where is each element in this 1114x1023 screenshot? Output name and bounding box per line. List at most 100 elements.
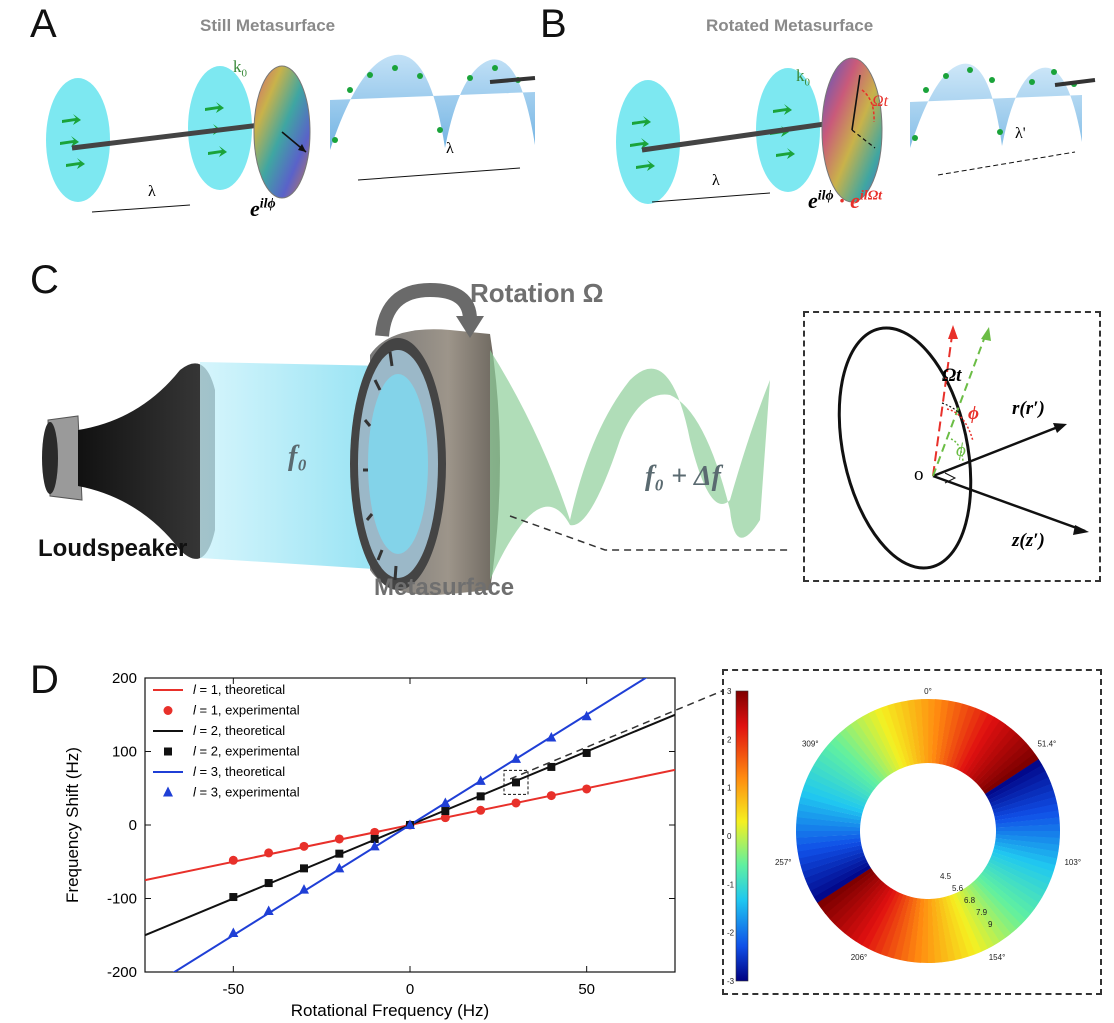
- lambda-arrow-left: [91, 204, 191, 213]
- rotation-label: Rotation Ω: [470, 278, 604, 308]
- frequency-shift-chart: -200 -100 0 100 200 -50 0 50 Rotational Frequenc…: [63, 670, 676, 1020]
- phase-ring-segment: [995, 831, 1060, 839]
- phase-ring-segment: [938, 897, 956, 962]
- phase-ring-segment: [880, 894, 907, 957]
- phase-ring-segment: [952, 707, 983, 769]
- phase-ring-segment: [962, 716, 1001, 775]
- y-axis-label: Frequency Shift (Hz): [63, 747, 82, 903]
- phase-ring-segment: [800, 848, 864, 872]
- phase-ring-segment: [984, 865, 1043, 904]
- panel-letter-c: C: [30, 258, 59, 302]
- phase-ring-segment: [994, 803, 1059, 821]
- x-tick-label: 0: [406, 981, 414, 998]
- phase-ring-segment: [855, 887, 894, 946]
- phase-ring-segment: [856, 716, 895, 774]
- data-point-l2: [264, 879, 273, 888]
- phase-expression-b: eilϕ · eilΩt: [808, 188, 883, 213]
- phase-ring-segment: [862, 713, 898, 773]
- data-point-l3: [440, 797, 451, 807]
- legend-label: l = 3, experimental: [193, 785, 300, 800]
- phase-ring-segment: [993, 845, 1058, 866]
- phase-ring-segment: [887, 703, 911, 767]
- panel-c-illustration: [42, 282, 790, 595]
- data-point-l2: [300, 864, 308, 873]
- panel-b-title: Rotated Metasurface: [706, 16, 874, 35]
- inset-omega-t: Ωt: [942, 365, 962, 386]
- phase-ring-segment: [980, 747, 1035, 792]
- data-point-l2: [370, 834, 379, 843]
- angle-label: 257°: [775, 858, 792, 867]
- lambda-label-a-right: λ: [446, 140, 454, 157]
- phase-ring-segment: [967, 883, 1012, 938]
- data-point-l1: [440, 813, 450, 823]
- colorbar-tick: -1: [727, 880, 735, 889]
- angle-label: 154°: [989, 953, 1006, 962]
- phase-ring-segment: [850, 885, 891, 942]
- inset-d-connector: [510, 690, 723, 780]
- phase-ring-segment: [913, 898, 925, 963]
- radial-label: 7.9: [976, 908, 988, 917]
- phase-ring-segment: [931, 699, 943, 764]
- phase-ring-segment: [955, 891, 988, 952]
- panel-b-illustration: [616, 57, 1096, 204]
- propagation-axis: [71, 119, 286, 151]
- data-point-l2: [476, 792, 485, 801]
- phase-ring-segment: [867, 891, 901, 952]
- x-tick-label: -50: [222, 981, 244, 998]
- colorbar: [735, 690, 749, 982]
- panel-c-inset: [803, 311, 1101, 582]
- highlight-box: [503, 769, 529, 795]
- phase-ring-segment: [941, 896, 963, 961]
- phase-ring-segment: [810, 861, 870, 897]
- phase-ring-segment: [861, 889, 898, 949]
- phase-ring-segment: [973, 879, 1022, 930]
- phase-ring-segment: [988, 771, 1049, 804]
- data-point-l3: [475, 775, 486, 785]
- coordinate-diagram: [837, 325, 1089, 570]
- phase-ring-segment: [992, 790, 1056, 814]
- y-tick-label: 200: [112, 670, 137, 687]
- phase-ring-segment: [844, 724, 889, 779]
- panel-a-illustration: [46, 54, 536, 213]
- phase-ring-segment: [839, 881, 886, 934]
- phase-ring-segment: [993, 796, 1058, 818]
- inset-z-axis: z(z′): [1012, 530, 1045, 551]
- phase-ring-segment: [825, 742, 878, 789]
- data-point-l1: [228, 855, 238, 865]
- phase-ring-segment: [992, 848, 1056, 873]
- data-point-l3: [263, 905, 274, 915]
- data-point-l3: [228, 927, 239, 938]
- angle-label: 309°: [802, 740, 819, 749]
- lambda-arrow-right: [357, 167, 521, 181]
- legend-label: l = 1, experimental: [193, 703, 300, 718]
- phase-ring-segment: [893, 701, 915, 766]
- legend-label: l = 2, experimental: [193, 744, 300, 759]
- phase-ring-segment: [873, 893, 904, 955]
- phase-ring-segment: [900, 897, 918, 962]
- legend-swatch-triangle: [163, 786, 173, 797]
- phase-ring-segment: [829, 737, 881, 786]
- phase-ring-segment: [921, 699, 929, 764]
- phase-ring-segment: [991, 852, 1054, 879]
- phase-ring-segment: [874, 707, 904, 769]
- phase-ring-segment: [834, 732, 883, 783]
- phase-ring-segment: [807, 770, 868, 804]
- phase-ring-segment: [988, 858, 1049, 892]
- phase-ring-segment: [964, 886, 1006, 942]
- data-point-l2: [582, 748, 591, 757]
- loudspeaker-label: Loudspeaker: [38, 535, 188, 562]
- loudspeaker-horn: [78, 363, 215, 559]
- k0-label-b: k0: [796, 66, 810, 89]
- phase-ring-segment: [986, 861, 1046, 898]
- phase-ring-segment: [970, 881, 1017, 934]
- x-tick-label: 50: [578, 981, 595, 998]
- phase-ring-segment: [949, 705, 976, 768]
- phase-ring-segment: [928, 699, 936, 764]
- data-point-l3: [511, 753, 521, 763]
- data-point-l3: [405, 819, 415, 829]
- omega-t-label-b: Ωt: [872, 93, 889, 110]
- radial-label: 9: [988, 920, 993, 929]
- data-point-l2: [512, 778, 520, 787]
- y-tick-label: 100: [112, 744, 137, 761]
- lambda-label-a-left: λ: [148, 183, 156, 200]
